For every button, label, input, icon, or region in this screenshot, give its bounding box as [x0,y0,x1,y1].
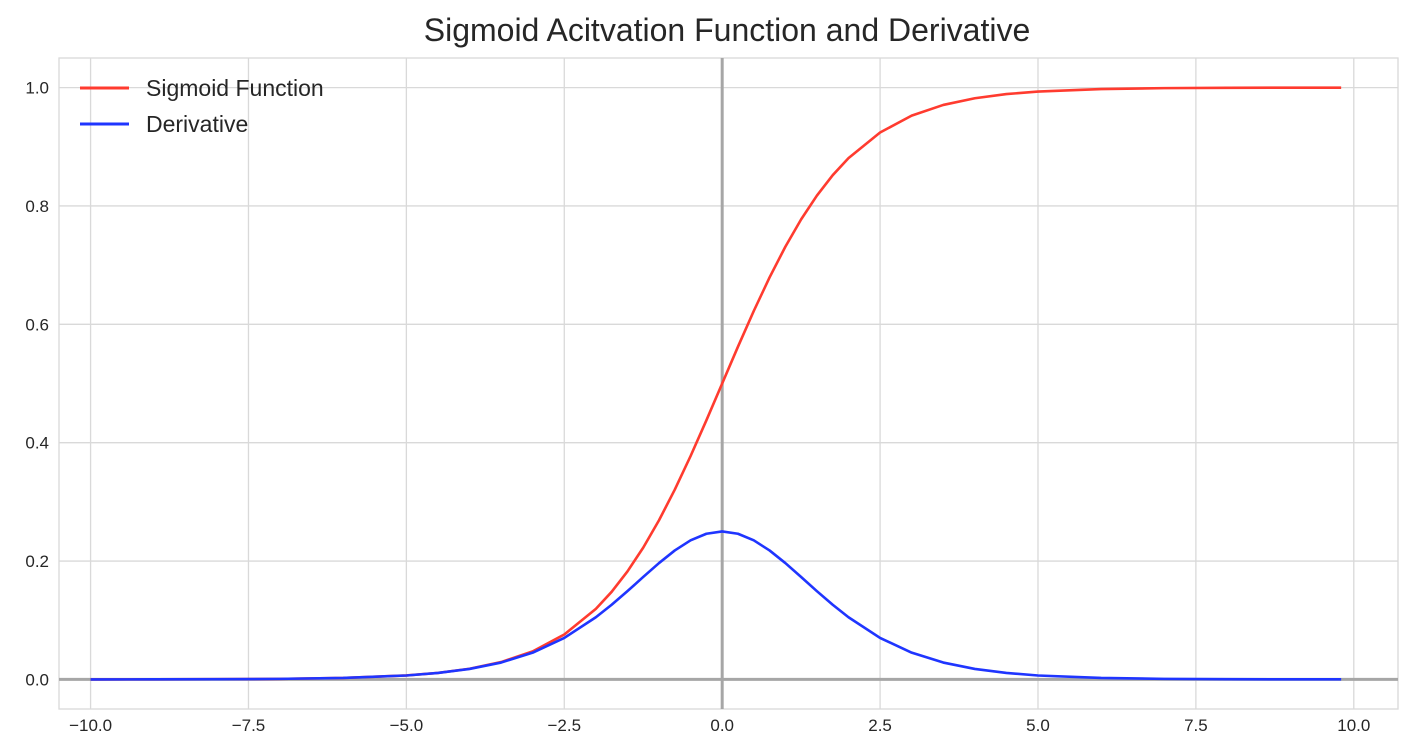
x-tick-label: −2.5 [548,716,582,735]
y-tick-label: 0.4 [25,434,49,453]
y-tick-label: 0.2 [25,552,49,571]
x-tick-label: 5.0 [1026,716,1050,735]
x-tick-label: −10.0 [69,716,112,735]
sigmoid-series-line [90,86,1342,681]
derivative-series-line [90,530,1342,681]
chart-title: Sigmoid Acitvation Function and Derivati… [423,12,1031,48]
x-tick-label: −7.5 [232,716,266,735]
x-tick-label: 7.5 [1184,716,1208,735]
x-tick-label: −5.0 [390,716,424,735]
plot-frame [58,57,1399,710]
y-tick-label: 1.0 [25,79,49,98]
x-tick-label: 0.0 [710,716,734,735]
y-tick-label: 0.6 [25,315,49,334]
y-tick-label: 0.0 [25,670,49,689]
x-tick-label: 10.0 [1337,716,1370,735]
legend-label: Derivative [146,111,248,137]
y-tick-label: 0.8 [25,197,49,216]
x-tick-label: 2.5 [868,716,892,735]
legend-label: Sigmoid Function [146,75,324,101]
